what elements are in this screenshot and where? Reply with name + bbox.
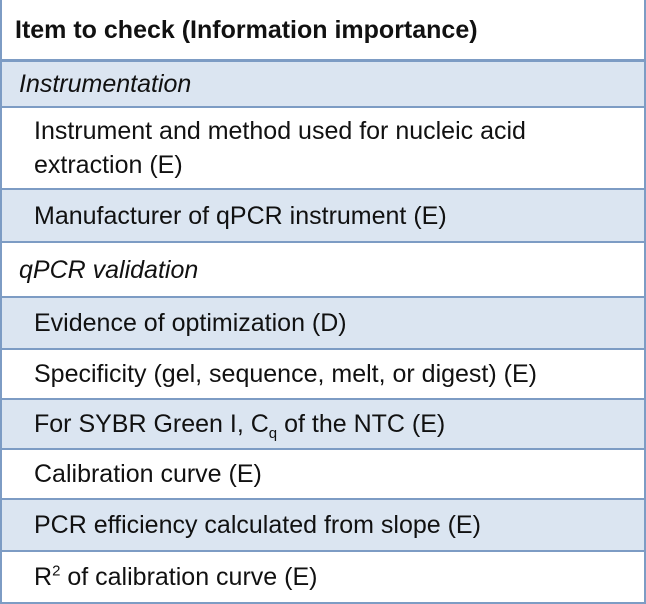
item-subscript: q bbox=[268, 425, 278, 442]
item-text: For SYBR Green I, Cq of the NTC (E) bbox=[34, 407, 445, 441]
item-text: PCR efficiency calculated from slope (E) bbox=[34, 508, 481, 542]
section-row: Instrumentation bbox=[2, 62, 644, 108]
item-row: PCR efficiency calculated from slope (E) bbox=[2, 500, 644, 552]
item-row: Calibration curve (E) bbox=[2, 450, 644, 500]
item-text: Evidence of optimization (D) bbox=[34, 306, 347, 340]
section-title: qPCR validation bbox=[19, 255, 199, 284]
item-text-rest: of the NTC (E) bbox=[277, 410, 446, 438]
item-row: Specificity (gel, sequence, melt, or dig… bbox=[2, 350, 644, 400]
item-text: Calibration curve (E) bbox=[34, 457, 262, 491]
item-superscript: 2 bbox=[52, 562, 61, 580]
item-text-main: Calibration curve (E) bbox=[34, 460, 262, 488]
item-text-rest: of calibration curve (E) bbox=[60, 563, 318, 591]
item-text: Manufacturer of qPCR instrument (E) bbox=[34, 199, 447, 233]
item-text: Instrument and method used for nucleic a… bbox=[34, 114, 632, 182]
table-header: Item to check (Information importance) bbox=[2, 0, 644, 62]
item-text-main: For SYBR Green I, C bbox=[34, 410, 269, 438]
item-text-main: Specificity (gel, sequence, melt, or dig… bbox=[34, 360, 537, 388]
item-text: Specificity (gel, sequence, melt, or dig… bbox=[34, 357, 537, 391]
item-row: Manufacturer of qPCR instrument (E) bbox=[2, 190, 644, 243]
item-text-main: R bbox=[34, 563, 53, 591]
item-text-main: Instrument and method used for nucleic a… bbox=[34, 117, 526, 179]
item-row: Evidence of optimization (D) bbox=[2, 298, 644, 350]
section-title: Instrumentation bbox=[19, 70, 192, 98]
section-row: qPCR validation bbox=[2, 243, 644, 298]
item-text-main: Manufacturer of qPCR instrument (E) bbox=[34, 201, 447, 230]
item-text: R2 of calibration curve (E) bbox=[34, 560, 317, 594]
item-row: For SYBR Green I, Cq of the NTC (E) bbox=[2, 400, 644, 450]
item-text-main: PCR efficiency calculated from slope (E) bbox=[34, 511, 481, 539]
item-row: R2 of calibration curve (E) bbox=[2, 552, 644, 604]
item-text-main: Evidence of optimization (D) bbox=[34, 309, 347, 337]
item-row: Instrument and method used for nucleic a… bbox=[2, 108, 644, 190]
